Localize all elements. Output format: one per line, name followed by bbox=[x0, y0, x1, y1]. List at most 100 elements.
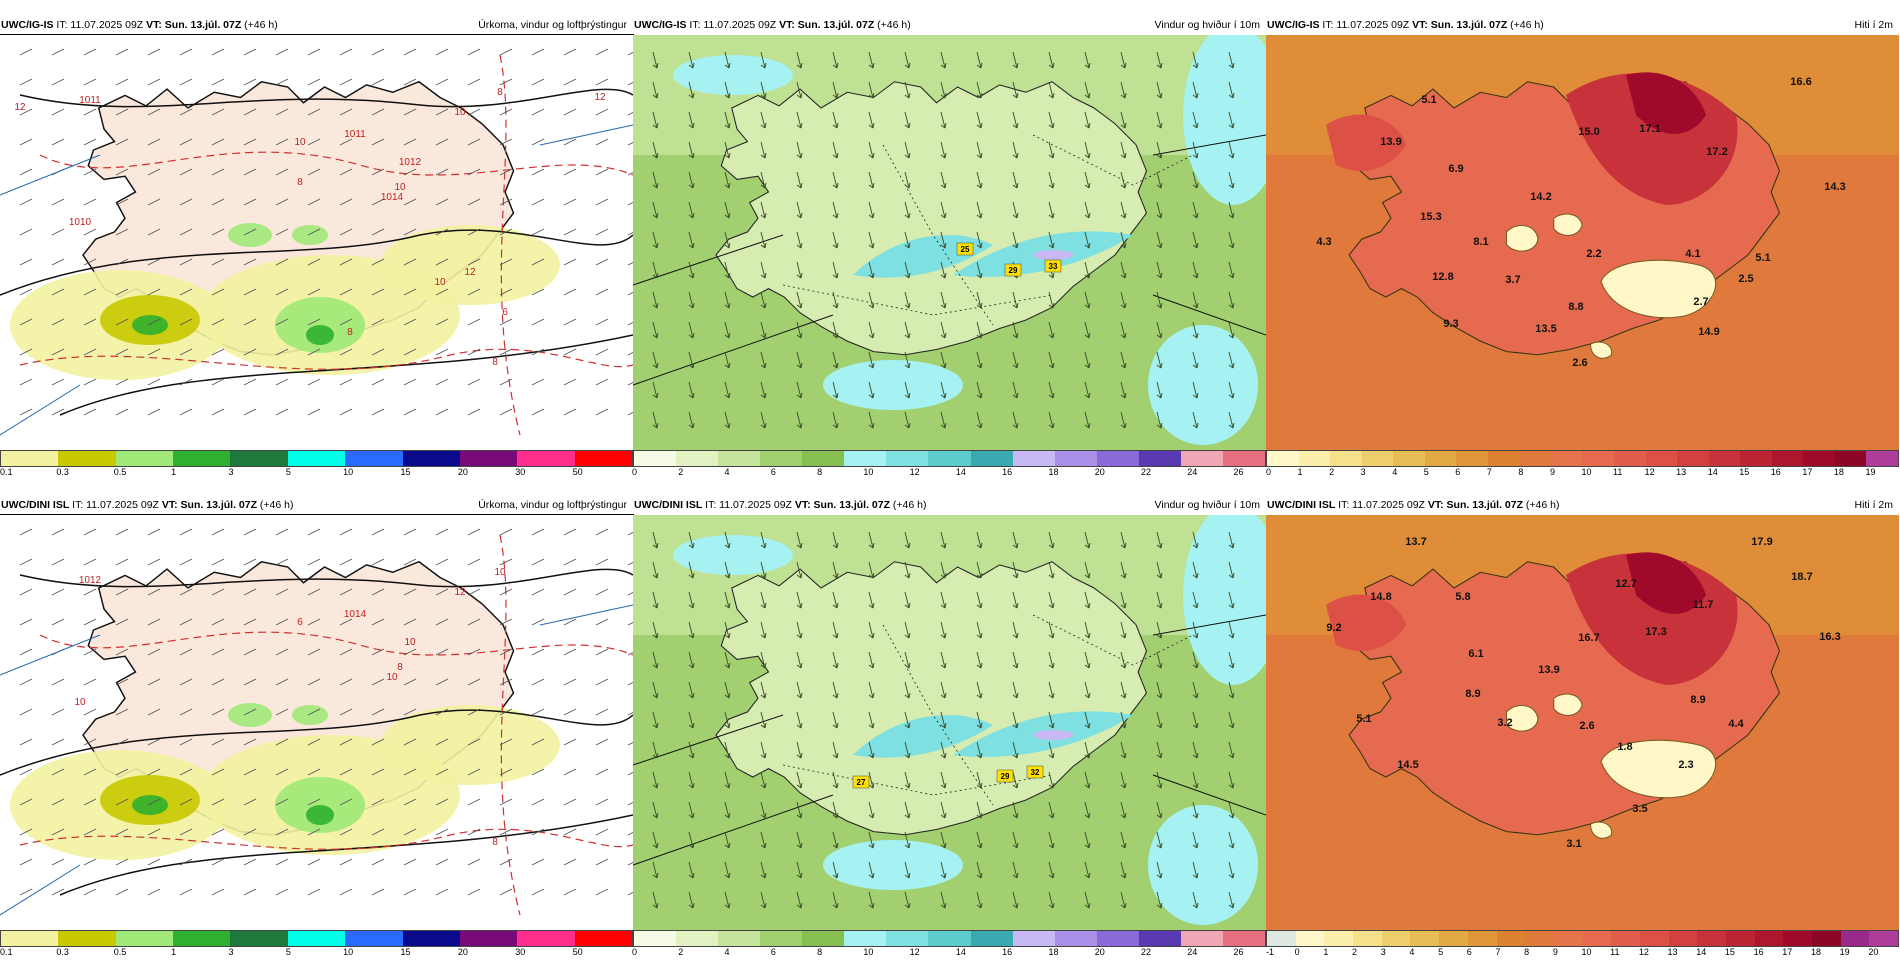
colorbar-tick: 26 bbox=[1233, 947, 1244, 957]
lead-time: (+46 h) bbox=[877, 19, 911, 31]
wind-arrow bbox=[1192, 591, 1199, 609]
wind-arrow bbox=[760, 51, 767, 69]
wind-barb bbox=[435, 828, 449, 836]
wind-arrow bbox=[760, 381, 767, 399]
temperature-contour bbox=[499, 534, 521, 916]
wind-barb bbox=[531, 318, 545, 326]
colorbar-tick: 10 bbox=[863, 947, 874, 957]
panel-header: UWC/IG-IS IT: 11.07.2025 09Z VT: Sun. 13… bbox=[1266, 15, 1899, 35]
wind-arrow bbox=[1084, 141, 1091, 159]
map-value-label: 16.6 bbox=[1790, 76, 1811, 88]
wind-arrow bbox=[1228, 531, 1235, 549]
wind-arrow bbox=[652, 711, 659, 729]
wind-barb bbox=[467, 168, 481, 176]
map-value-label: 10 bbox=[386, 672, 398, 683]
wind-barb bbox=[147, 408, 161, 416]
wind-barb bbox=[531, 588, 545, 596]
glacier-cold-area bbox=[1589, 341, 1613, 359]
wind-arrow bbox=[1228, 201, 1235, 219]
map-value-label: 2.6 bbox=[1572, 357, 1587, 369]
colorbar-tick: 9 bbox=[1552, 947, 1558, 957]
wind-arrow bbox=[1156, 591, 1163, 609]
wind-arrow bbox=[1156, 861, 1163, 879]
wind-barb bbox=[83, 558, 97, 566]
wind-arrow bbox=[796, 861, 803, 879]
colorbar-swatch bbox=[115, 931, 174, 946]
wind-arrow bbox=[688, 741, 695, 759]
wind-barb bbox=[435, 378, 449, 386]
wind-barb bbox=[403, 858, 417, 866]
wind-arrow bbox=[868, 531, 875, 549]
wind-barb bbox=[51, 48, 65, 56]
wind-arrow bbox=[976, 411, 983, 429]
map-value-label: 5.1 bbox=[1356, 713, 1371, 725]
wind-arrow bbox=[940, 801, 947, 819]
wind-barb bbox=[627, 82, 633, 86]
wind-barb bbox=[371, 288, 385, 296]
wind-arrow bbox=[1120, 321, 1127, 339]
wind-barb bbox=[51, 588, 65, 596]
wind-arrow bbox=[688, 651, 695, 669]
map-value-label: 9.2 bbox=[1326, 622, 1341, 634]
wind-arrow bbox=[1012, 801, 1019, 819]
wind-arrow bbox=[1192, 801, 1199, 819]
colorbar-swatch bbox=[1456, 451, 1488, 466]
wind-arrow bbox=[1012, 321, 1019, 339]
wind-barb bbox=[499, 858, 513, 866]
wind-barb bbox=[563, 618, 577, 626]
wind-barb bbox=[307, 168, 321, 176]
wind-arrow bbox=[976, 261, 983, 279]
wind-arrow bbox=[976, 591, 983, 609]
colorbar-tick: 3 bbox=[228, 467, 234, 477]
wind-barb bbox=[19, 858, 33, 866]
graticule-line bbox=[1152, 134, 1266, 156]
wind-barb bbox=[307, 198, 321, 206]
wind-barb bbox=[147, 738, 161, 746]
colorbar-tick: 0 bbox=[1266, 467, 1272, 477]
wind-arrow bbox=[1084, 741, 1091, 759]
wind-barb bbox=[563, 378, 577, 386]
wind-barb bbox=[435, 48, 449, 56]
wind-barb bbox=[51, 678, 65, 686]
region-border bbox=[1032, 614, 1194, 666]
wind-barb bbox=[403, 48, 417, 56]
wind-barb bbox=[531, 828, 545, 836]
glacier-cold-area bbox=[1553, 213, 1583, 236]
wind-barb bbox=[83, 318, 97, 326]
wind-barb bbox=[499, 258, 513, 266]
wind-barb bbox=[51, 528, 65, 536]
wind-barb bbox=[371, 678, 385, 686]
temperature-contour bbox=[499, 54, 521, 436]
map-value-label: 3.1 bbox=[1566, 838, 1581, 850]
wind-barb bbox=[179, 648, 193, 656]
wind-barb bbox=[83, 708, 97, 716]
wind-arrow bbox=[904, 111, 911, 129]
wind-barb bbox=[179, 108, 193, 116]
wind-arrow bbox=[796, 81, 803, 99]
wind-arrow bbox=[1192, 891, 1199, 909]
wind-arrow bbox=[976, 321, 983, 339]
precip-area bbox=[380, 225, 560, 305]
wind-barb bbox=[211, 78, 225, 86]
wind-arrow bbox=[1012, 351, 1019, 369]
colorbar-tick: 7 bbox=[1495, 947, 1501, 957]
wind-barb bbox=[403, 708, 417, 716]
wind-barb bbox=[211, 588, 225, 596]
wind-barb bbox=[467, 408, 481, 416]
wind-barb bbox=[19, 768, 33, 776]
wind-barb bbox=[243, 108, 257, 116]
wind-arrow bbox=[904, 741, 911, 759]
wind-arrow bbox=[1084, 81, 1091, 99]
colorbar-swatch bbox=[1054, 931, 1097, 946]
wind-barb bbox=[467, 48, 481, 56]
wind-barb bbox=[627, 892, 633, 896]
wind-barb bbox=[371, 108, 385, 116]
colorbar-swatch bbox=[886, 451, 929, 466]
colorbar-tick: 20 bbox=[457, 947, 468, 957]
wind-barb bbox=[83, 198, 97, 206]
wind-barb bbox=[115, 858, 129, 866]
wind-arrow bbox=[904, 321, 911, 339]
wind-arrow bbox=[1048, 321, 1055, 339]
wind-barb bbox=[531, 768, 545, 776]
wind-barb bbox=[243, 798, 257, 806]
